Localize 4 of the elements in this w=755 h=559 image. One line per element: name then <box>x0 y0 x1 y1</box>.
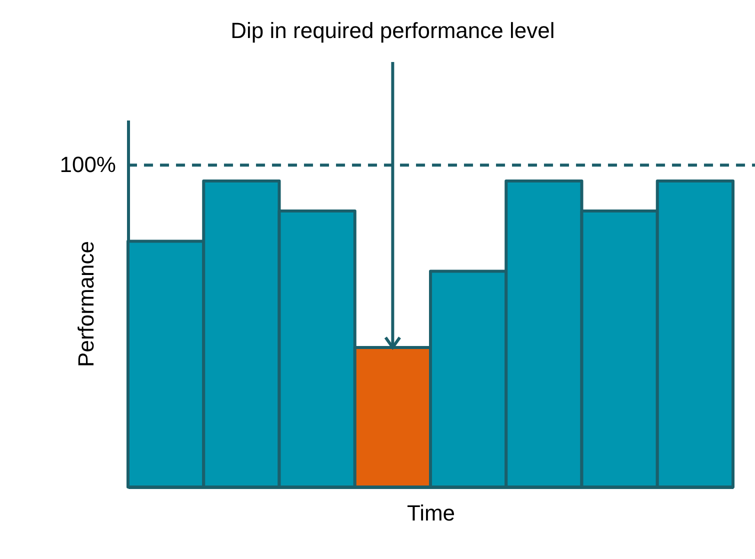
text: Dip in required performance level <box>230 18 555 43</box>
text: 100% <box>60 152 116 178</box>
y-axis-title: Performance <box>74 241 98 367</box>
x-axis-title: Time <box>406 500 456 526</box>
